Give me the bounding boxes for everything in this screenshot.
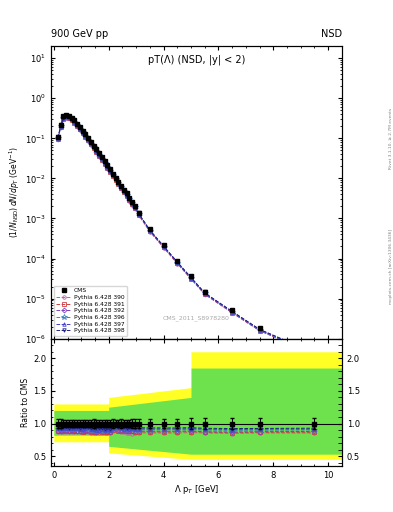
Text: mcplots.cern.ch [arXiv:1306.3436]: mcplots.cern.ch [arXiv:1306.3436]: [389, 229, 393, 304]
Text: 900 GeV pp: 900 GeV pp: [51, 29, 108, 39]
Text: CMS_2011_S8978280: CMS_2011_S8978280: [163, 315, 230, 321]
Legend: CMS, Pythia 6.428 390, Pythia 6.428 391, Pythia 6.428 392, Pythia 6.428 396, Pyt: CMS, Pythia 6.428 390, Pythia 6.428 391,…: [54, 286, 127, 336]
Y-axis label: Ratio to CMS: Ratio to CMS: [21, 378, 30, 427]
Y-axis label: $(1/N_\mathrm{NSD})\,dN/dp_T$ (GeV$^{-1}$): $(1/N_\mathrm{NSD})\,dN/dp_T$ (GeV$^{-1}…: [8, 146, 22, 239]
X-axis label: Λ p$_T$ [GeV]: Λ p$_T$ [GeV]: [174, 482, 219, 496]
Text: NSD: NSD: [321, 29, 342, 39]
Text: Rivet 3.1.10, ≥ 2.7M events: Rivet 3.1.10, ≥ 2.7M events: [389, 108, 393, 169]
Text: pT(Λ) (NSD, |y| < 2): pT(Λ) (NSD, |y| < 2): [148, 55, 245, 66]
